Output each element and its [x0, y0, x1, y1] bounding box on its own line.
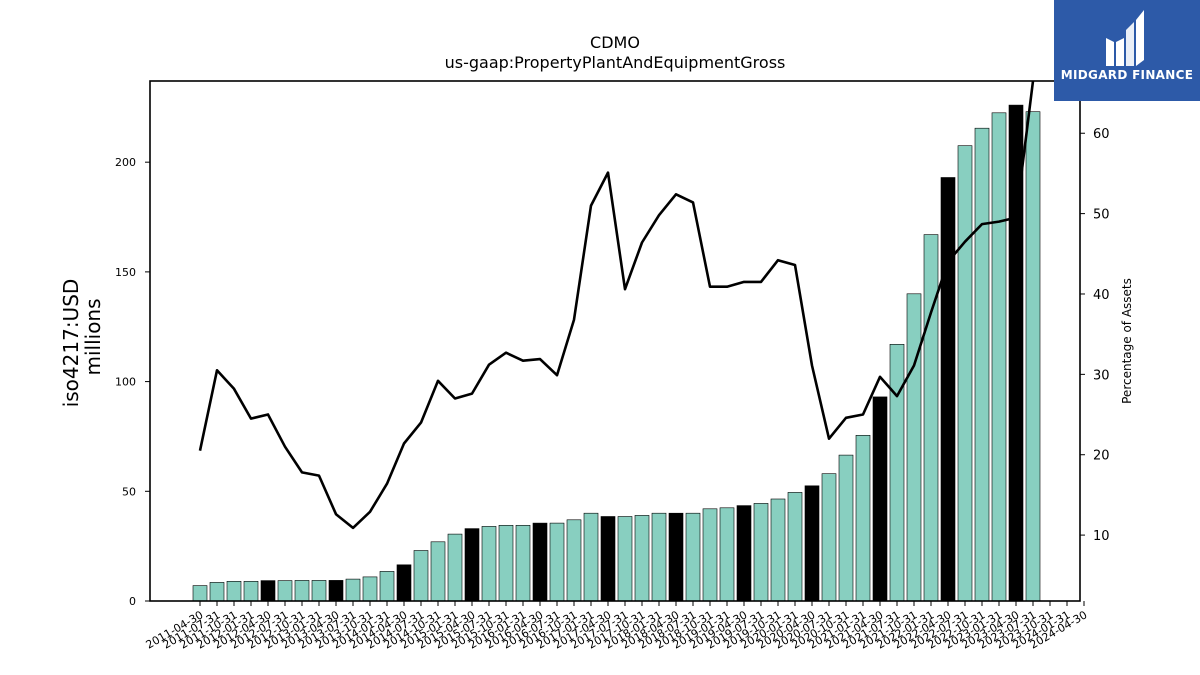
bar	[413, 550, 429, 602]
y-tick-label: 150	[115, 266, 136, 279]
bar	[498, 524, 514, 602]
y-tick-label: 200	[115, 156, 136, 169]
bar	[787, 492, 803, 602]
bar	[260, 580, 276, 602]
bar	[872, 396, 888, 602]
bar	[855, 434, 871, 602]
y2-tick-label: 50	[1093, 208, 1110, 223]
y-axis-label-line1: iso4217:USD	[59, 279, 83, 408]
bar	[328, 580, 344, 602]
bar	[821, 473, 837, 602]
bar	[209, 582, 225, 602]
bar	[549, 522, 565, 602]
bar	[583, 512, 599, 602]
bar	[532, 522, 548, 602]
bar	[566, 519, 582, 602]
bar	[345, 578, 361, 602]
bar	[515, 524, 531, 602]
y-axis-left: 0 50 100 150 200	[115, 156, 150, 608]
y2-axis-label: Percentage of Assets	[1120, 278, 1134, 404]
bar	[1025, 111, 1041, 602]
y-axis-right: 10 20 30 40 50 60	[1080, 127, 1110, 544]
bar	[923, 234, 939, 602]
bar	[464, 528, 480, 602]
percentage-line	[198, 80, 1035, 530]
bar	[379, 571, 395, 602]
bar	[668, 512, 684, 602]
bar	[719, 507, 735, 602]
bar	[974, 127, 990, 602]
bar	[889, 343, 905, 602]
bar	[753, 503, 769, 602]
bar	[838, 454, 854, 602]
bar	[430, 541, 446, 602]
bar	[396, 564, 412, 602]
y2-tick-label: 20	[1093, 449, 1110, 464]
bar	[447, 533, 463, 602]
bar	[906, 293, 922, 602]
bar	[651, 512, 667, 602]
y-tick-label: 0	[129, 595, 136, 608]
y-tick-label: 50	[122, 485, 136, 498]
chart-title: CDMO	[590, 33, 640, 52]
x-axis: 2011-04-302011-07-312011-10-312012-01-31…	[144, 601, 1090, 652]
y2-tick-label: 10	[1093, 529, 1110, 544]
bar	[736, 505, 752, 602]
bar	[804, 485, 820, 602]
bar	[600, 516, 616, 602]
y2-tick-label: 30	[1093, 368, 1110, 383]
bar	[294, 580, 310, 602]
bar	[940, 177, 956, 602]
bar	[770, 498, 786, 602]
y-tick-label: 100	[115, 376, 136, 389]
bar	[243, 580, 259, 602]
plot-frame	[149, 80, 1081, 602]
bar	[277, 580, 293, 602]
brand-logo: MIDGARD FINANCE	[1054, 0, 1200, 101]
bar	[702, 508, 718, 602]
bar	[617, 516, 633, 602]
bar	[991, 112, 1007, 602]
chart-subtitle: us-gaap:PropertyPlantAndEquipmentGross	[445, 53, 786, 72]
midgard-m-icon	[1106, 10, 1144, 66]
y2-tick-label: 60	[1093, 127, 1110, 142]
bar	[685, 512, 701, 602]
bar	[634, 515, 650, 602]
brand-name: MIDGARD FINANCE	[1060, 68, 1194, 82]
bar	[362, 576, 378, 602]
bar	[192, 585, 208, 602]
bar	[226, 580, 242, 602]
y-axis-label-line2: millions	[81, 298, 105, 375]
y2-tick-label: 40	[1093, 288, 1110, 303]
bar	[481, 526, 497, 602]
bar	[957, 145, 973, 602]
bars-group	[192, 104, 1041, 602]
bar	[311, 580, 327, 602]
